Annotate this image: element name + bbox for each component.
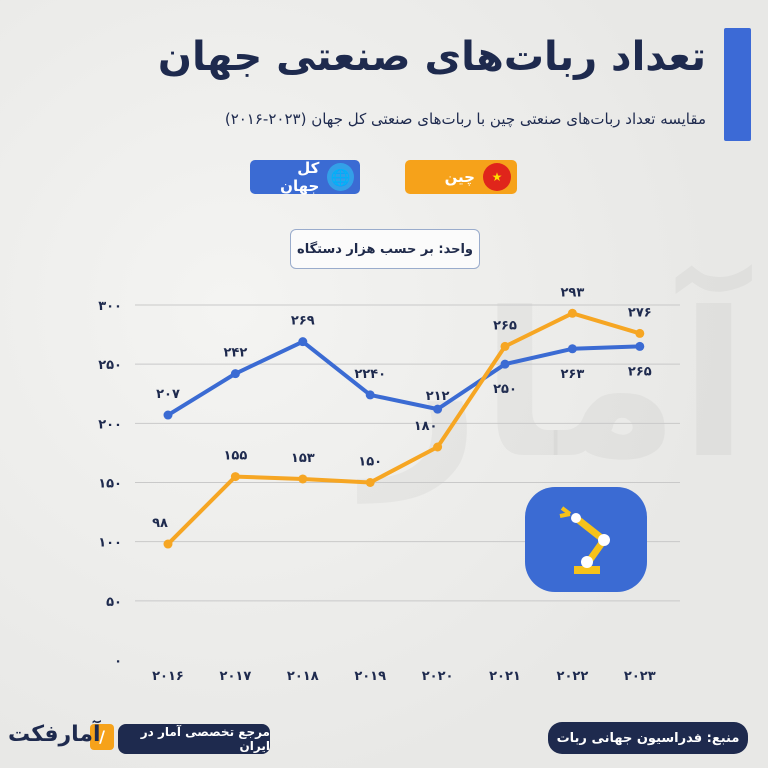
data-label: ۲۷۶ — [628, 305, 652, 320]
data-point — [298, 337, 308, 347]
data-point — [365, 478, 375, 487]
source-label: منبع: فدراسیون جهانی ربات — [548, 722, 748, 754]
data-label: ۲۲۴۰ — [354, 367, 386, 382]
x-tick-label: ۲۰۲۲ — [557, 669, 589, 684]
data-label: ۲۱۲ — [426, 389, 450, 404]
unit-label: واحد: بر حسب هزار دستگاه — [290, 229, 480, 269]
reference-tagline: مرجع تخصصی آمار در ایران — [118, 724, 270, 754]
data-label: ۱۸۰ — [414, 419, 438, 434]
x-tick-label: ۲۰۲۱ — [489, 669, 521, 684]
data-point — [298, 474, 308, 484]
x-tick-label: ۲۰۱۶ — [152, 669, 184, 684]
data-point — [500, 341, 510, 351]
data-label: ۲۶۵ — [493, 318, 517, 333]
data-point — [635, 341, 645, 351]
y-tick-label: ۰ — [114, 654, 122, 669]
legend-china-label: چین — [444, 168, 475, 186]
data-label: ۹۸ — [152, 516, 168, 531]
data-point — [567, 308, 577, 318]
x-tick-label: ۲۰۲۰ — [422, 669, 454, 684]
series-line-china — [166, 311, 641, 546]
data-point — [365, 390, 375, 400]
data-label: ۲۶۳ — [560, 367, 584, 382]
data-label: ۲۹۳ — [560, 285, 584, 300]
data-point — [500, 359, 510, 369]
series-line-world — [166, 339, 640, 417]
logo-mark-icon: / — [90, 724, 114, 750]
data-point — [433, 442, 443, 452]
brand-logo: آمارفکت — [8, 722, 101, 747]
data-point — [163, 410, 173, 420]
y-tick-label: ۲۰۰ — [98, 417, 122, 432]
x-tick-label: ۲۰۲۳ — [624, 669, 656, 684]
data-label: ۲۰۷ — [156, 387, 180, 402]
data-label: ۱۵۵ — [223, 449, 247, 464]
robot-arm-icon — [525, 487, 647, 592]
x-tick-label: ۲۰۱۹ — [354, 669, 386, 684]
x-tick-label: ۲۰۱۷ — [220, 669, 252, 684]
y-tick-label: ۵۰ — [106, 595, 122, 610]
page-title: تعداد ربات‌های صنعتی جهان — [157, 34, 706, 80]
data-point — [433, 404, 443, 414]
data-label: ۲۶۹ — [291, 314, 315, 329]
globe-icon: 🌐 — [327, 163, 354, 191]
y-tick-label: ۱۵۰ — [98, 477, 122, 492]
data-label: ۲۶۵ — [628, 364, 652, 379]
data-label: ۲۴۲ — [223, 346, 247, 361]
y-tick-label: ۱۰۰ — [98, 536, 122, 551]
x-tick-label: ۲۰۱۸ — [287, 669, 319, 684]
page-subtitle: مقایسه تعداد ربات‌های صنعتی چین با ربات‌… — [224, 110, 706, 128]
data-point — [567, 344, 577, 354]
legend-world-label: کل جهان — [280, 159, 320, 195]
data-point — [163, 539, 173, 549]
data-label: ۱۵۳ — [291, 451, 315, 466]
data-label: ۲۵۰ — [493, 382, 517, 397]
y-tick-label: ۳۰۰ — [98, 299, 122, 314]
china-flag-icon: ★ — [483, 163, 511, 191]
data-label: ۱۵۰ — [358, 455, 382, 470]
title-accent-bar — [724, 28, 751, 141]
data-point — [635, 328, 645, 338]
y-tick-label: ۲۵۰ — [98, 358, 122, 373]
data-point — [230, 369, 240, 379]
legend-world: 🌐 کل جهان — [250, 159, 360, 195]
data-point — [230, 472, 240, 482]
legend-china: ★ چین — [405, 160, 517, 194]
